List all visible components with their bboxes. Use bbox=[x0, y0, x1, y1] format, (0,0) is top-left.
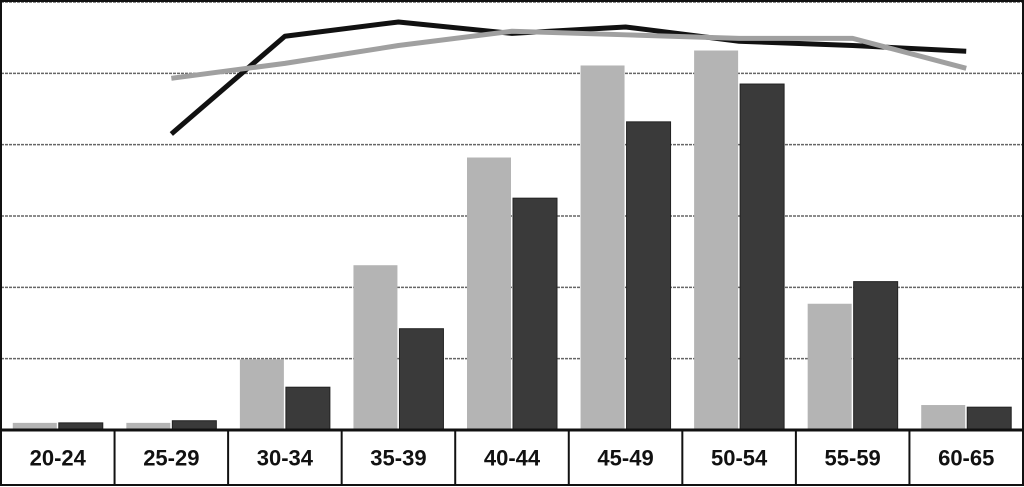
bar bbox=[853, 281, 899, 431]
x-tick-label: 20-24 bbox=[30, 445, 87, 470]
bar bbox=[285, 386, 331, 431]
bar bbox=[694, 50, 739, 431]
bar bbox=[807, 303, 852, 430]
x-tick-label: 25-29 bbox=[143, 445, 199, 470]
bar bbox=[12, 422, 57, 430]
bar bbox=[580, 65, 625, 430]
x-tick-label: 40-44 bbox=[484, 445, 541, 470]
x-tick-label: 50-54 bbox=[711, 445, 768, 470]
bar bbox=[921, 405, 966, 430]
x-tick-label: 35-39 bbox=[370, 445, 426, 470]
bar bbox=[626, 121, 672, 431]
x-tick-label: 30-34 bbox=[257, 445, 314, 470]
bar bbox=[467, 157, 511, 431]
x-tick-label: 45-49 bbox=[597, 445, 653, 470]
x-tick-label: 60-65 bbox=[938, 445, 994, 470]
line bbox=[169, 19, 967, 136]
line bbox=[171, 28, 967, 81]
bar bbox=[739, 83, 785, 431]
bar bbox=[353, 265, 398, 430]
bar bbox=[126, 422, 171, 430]
bar bbox=[512, 197, 558, 431]
x-tick-label: 55-59 bbox=[825, 445, 881, 470]
bar bbox=[966, 406, 1012, 431]
bar bbox=[398, 328, 444, 431]
bar bbox=[239, 359, 284, 430]
